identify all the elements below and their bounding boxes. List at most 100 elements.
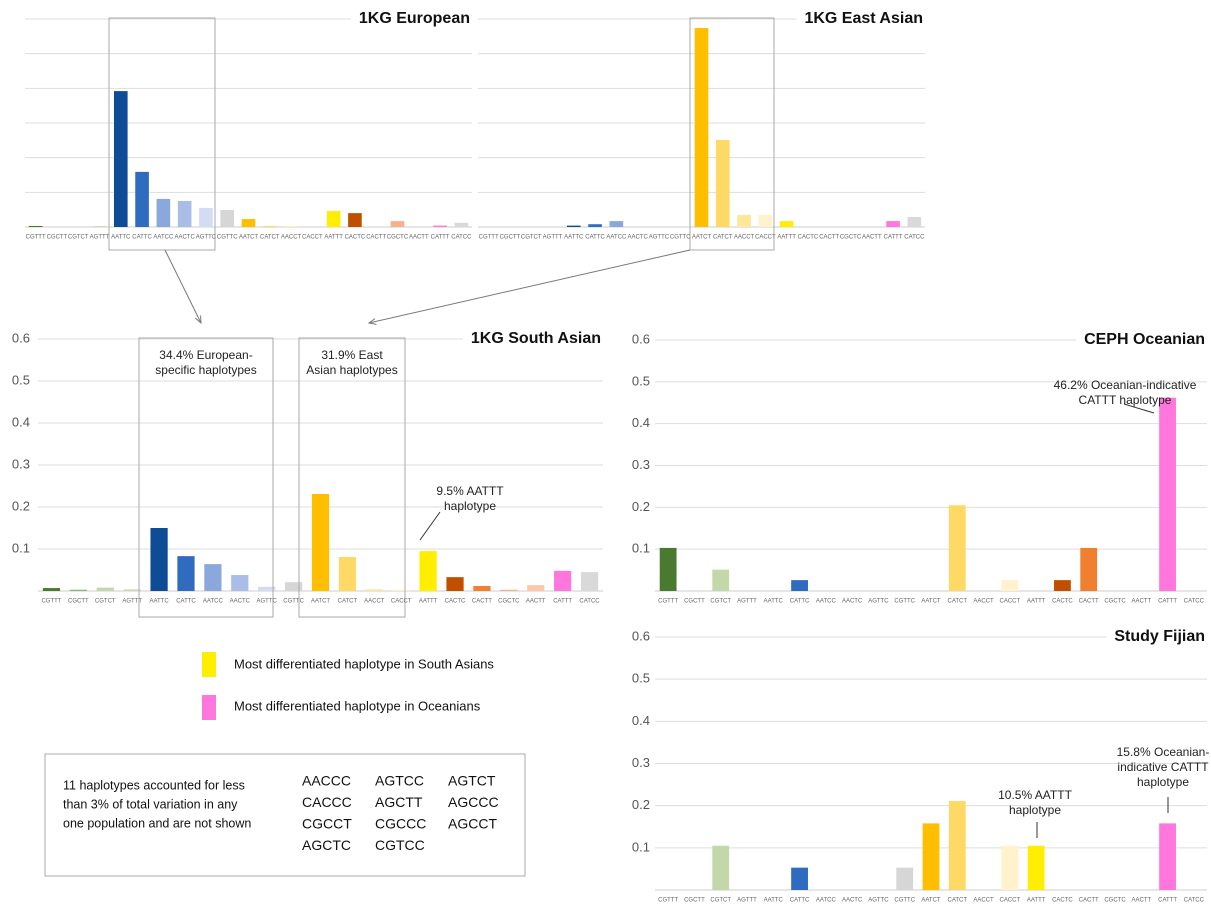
x-tick-label: CGTTC [894, 599, 915, 605]
y-tick-label: 0.6 [12, 330, 30, 345]
y-tick-label: 0.2 [632, 499, 650, 514]
y-tick-label: 0.3 [12, 456, 30, 471]
bar [791, 867, 808, 890]
x-tick-label: AACTT [1131, 898, 1151, 904]
x-tick-label: AGTTC [868, 898, 889, 904]
bar [390, 221, 405, 227]
y-tick-label: 0.1 [632, 541, 650, 556]
x-tick-label: AACTT [862, 235, 882, 241]
bar [419, 551, 437, 591]
y-tick-label: 0.5 [632, 671, 650, 686]
note-box [44, 753, 526, 877]
bar [177, 556, 195, 591]
x-tick-label: AACCT [364, 599, 385, 605]
x-tick-label: AATCT [239, 235, 259, 241]
x-tick-label: CGTTT [41, 599, 61, 605]
bar [123, 589, 141, 591]
bar [177, 201, 192, 227]
bar [241, 219, 256, 227]
x-tick-label: AGTTC [649, 235, 670, 241]
x-tick-label: CATCC [1184, 898, 1205, 904]
y-tick-label: 0.5 [12, 372, 30, 387]
y-tick-label: 0.1 [632, 839, 650, 854]
x-tick-label: CATTT [884, 235, 903, 241]
x-tick-label: CACTC [345, 235, 366, 241]
legend-label: Most differentiated haplotype in Oceania… [234, 698, 481, 713]
annotation: CATTT haplotype [1079, 393, 1172, 407]
legend-swatch [202, 695, 216, 720]
x-tick-label: AACTC [174, 235, 195, 241]
bar [473, 585, 491, 591]
bar [326, 211, 341, 227]
x-tick-label: AACTC [842, 898, 863, 904]
title-background [1106, 626, 1207, 648]
x-tick-label: AGTTT [543, 235, 563, 241]
x-tick-label: CATTT [553, 599, 572, 605]
bar [199, 207, 213, 227]
title-background [462, 328, 603, 350]
x-tick-label: CACTT [366, 235, 386, 241]
x-tick-label: CATCT [948, 599, 968, 605]
x-tick-label: AACCT [973, 898, 994, 904]
legend-label: Most differentiated haplotype in South A… [234, 656, 494, 671]
bar [135, 171, 149, 227]
x-tick-label: CATTC [176, 599, 196, 605]
x-tick-label: AACCT [973, 599, 994, 605]
y-tick-label: 0.3 [632, 755, 650, 770]
annotation: 46.2% Oceanian-indicative [1054, 378, 1197, 392]
haplotype: AGTCT [448, 773, 496, 789]
x-tick-label: AATTT [777, 235, 796, 241]
bar [284, 582, 303, 591]
x-tick-label: AGTTC [257, 599, 278, 605]
x-tick-label: AATTT [324, 235, 343, 241]
bar [220, 210, 235, 227]
highlight-box [689, 17, 775, 251]
x-tick-label: CGTTT [658, 898, 678, 904]
bar [338, 556, 357, 591]
bar [922, 823, 940, 890]
haplotype: CACCC [302, 794, 352, 810]
annotation: 31.9% East [321, 348, 383, 362]
haplotype: AGTCC [375, 773, 424, 789]
x-tick-label: AATTC [764, 599, 784, 605]
x-tick-label: AACTT [1131, 599, 1151, 605]
bar [28, 225, 43, 227]
bar [715, 139, 730, 227]
x-tick-label: CATCT [948, 898, 968, 904]
bar [454, 222, 469, 227]
highlight-box [108, 17, 216, 251]
highlight-box [138, 337, 274, 618]
arrow [164, 249, 201, 323]
x-tick-label: AACTT [409, 235, 429, 241]
bar [500, 589, 518, 591]
bar [896, 867, 914, 890]
x-tick-label: CACTT [1079, 898, 1099, 904]
bar [554, 570, 572, 591]
x-tick-label: AATTC [111, 235, 131, 241]
y-tick-label: 0.2 [632, 797, 650, 812]
x-tick-label: CGTTT [658, 599, 678, 605]
x-tick-label: AATCC [816, 599, 837, 605]
bar [365, 589, 383, 591]
x-tick-label: AGTTT [737, 898, 757, 904]
chart-title: 1KG European [359, 10, 470, 27]
bar [737, 214, 751, 227]
x-tick-label: CACCT [1000, 599, 1021, 605]
marks-layer [28, 28, 1176, 890]
haplotype: CGCCC [375, 816, 426, 832]
x-tick-label: CGTTT [479, 235, 499, 241]
chart-title: CEPH Oceanian [1084, 331, 1205, 348]
bar [258, 586, 276, 591]
x-tick-label: AACTC [842, 599, 863, 605]
bar [907, 216, 922, 227]
bar [659, 547, 677, 591]
x-tick-label: CACCT [755, 235, 776, 241]
bar [758, 214, 773, 227]
annotation: haplotype [1009, 803, 1061, 817]
x-tick-label: CGCTT [47, 235, 68, 241]
bar [948, 801, 966, 890]
x-tick-label: CACTC [1052, 898, 1073, 904]
x-tick-label: CATCT [260, 235, 280, 241]
x-tick-label: CACTT [472, 599, 492, 605]
